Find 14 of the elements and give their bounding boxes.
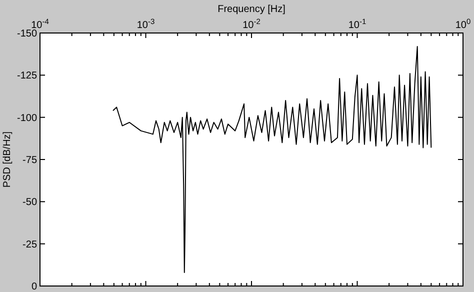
x-axis-title: Frequency [Hz]: [218, 4, 286, 15]
x-tick-label: 10$^{-2}$: [242, 16, 260, 31]
x-tick-label: 10$^{-3}$: [136, 16, 155, 31]
x-tick-label: 10$^{-4}$: [31, 16, 49, 31]
y-tick-label: -75: [22, 155, 38, 166]
y-tick-label: -25: [22, 239, 38, 250]
y-tick-label: -100: [16, 112, 38, 124]
y-tick-label: -125: [16, 70, 38, 82]
y-tick-label: -150: [16, 28, 38, 40]
y-tick-label: -50: [22, 197, 38, 208]
x-tick-label: 10$^{0}$: [455, 16, 471, 31]
y-axis-title: PSD [dB/Hz]: [2, 131, 13, 188]
y-tick-label: 0: [31, 282, 38, 292]
x-tick-label: 10$^{-1}$: [348, 16, 366, 31]
